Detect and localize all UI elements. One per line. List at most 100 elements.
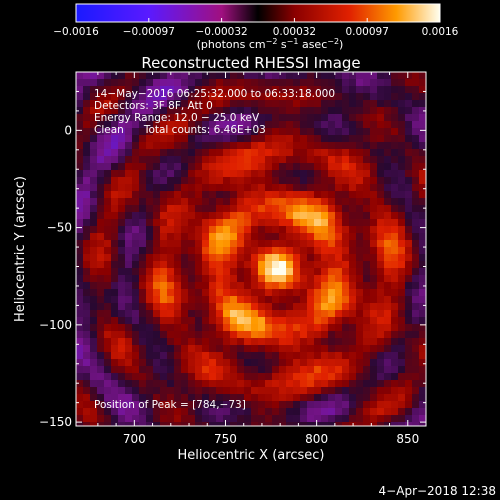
heatmap-cell <box>195 86 202 93</box>
heatmap-cell <box>195 261 202 268</box>
heatmap-cell <box>419 345 426 352</box>
heatmap-cell <box>377 219 384 226</box>
heatmap-cell <box>300 128 307 135</box>
heatmap-cell <box>118 331 125 338</box>
heatmap-cell <box>384 135 391 142</box>
heatmap-cell <box>272 268 279 275</box>
heatmap-cell <box>111 72 118 79</box>
heatmap-cell <box>349 387 356 394</box>
heatmap-cell <box>244 408 251 415</box>
heatmap-cell <box>314 135 321 142</box>
heatmap-cell <box>139 177 146 184</box>
heatmap-cell <box>335 317 342 324</box>
heatmap-cell <box>167 415 174 422</box>
heatmap-cell <box>167 156 174 163</box>
heatmap-cell <box>391 247 398 254</box>
heatmap-cell <box>111 177 118 184</box>
heatmap-cell <box>391 93 398 100</box>
heatmap-cell <box>139 275 146 282</box>
heatmap-cell <box>209 268 216 275</box>
heatmap-cell <box>251 226 258 233</box>
heatmap-cell <box>279 233 286 240</box>
heatmap-cell <box>83 135 90 142</box>
heatmap-cell <box>202 212 209 219</box>
heatmap-cell <box>118 324 125 331</box>
heatmap-cell <box>132 226 139 233</box>
heatmap-cell <box>97 121 104 128</box>
heatmap-cell <box>160 142 167 149</box>
heatmap-cell <box>223 121 230 128</box>
heatmap-cell <box>188 345 195 352</box>
heatmap-cell <box>111 93 118 100</box>
heatmap-cell <box>202 107 209 114</box>
heatmap-cell <box>391 415 398 422</box>
heatmap-cell <box>342 261 349 268</box>
heatmap-cell <box>384 380 391 387</box>
heatmap-cell <box>230 149 237 156</box>
heatmap-cell <box>314 394 321 401</box>
heatmap-cell <box>160 303 167 310</box>
heatmap-cell <box>216 282 223 289</box>
heatmap-cell <box>195 191 202 198</box>
heatmap-cell <box>83 422 90 426</box>
heatmap-cell <box>384 170 391 177</box>
heatmap-cell <box>132 184 139 191</box>
heatmap-cell <box>363 93 370 100</box>
heatmap-cell <box>76 359 83 366</box>
heatmap-cell <box>363 296 370 303</box>
heatmap-cell <box>321 177 328 184</box>
heatmap-cell <box>279 324 286 331</box>
heatmap-cell <box>230 303 237 310</box>
heatmap-cell <box>398 268 405 275</box>
heatmap-cell <box>384 212 391 219</box>
heatmap-cell <box>363 79 370 86</box>
heatmap-cell <box>223 394 230 401</box>
heatmap-cell <box>412 275 419 282</box>
heatmap-cell <box>195 72 202 79</box>
heatmap-cell <box>398 163 405 170</box>
heatmap-cell <box>174 394 181 401</box>
heatmap-cell <box>405 72 412 79</box>
heatmap-cell <box>342 156 349 163</box>
heatmap-cell <box>342 163 349 170</box>
heatmap-cell <box>202 366 209 373</box>
heatmap-cell <box>244 219 251 226</box>
heatmap-cell <box>132 345 139 352</box>
heatmap-cell <box>300 394 307 401</box>
heatmap-cell <box>153 93 160 100</box>
heatmap-cell <box>293 289 300 296</box>
heatmap-cell <box>125 303 132 310</box>
heatmap-cell <box>104 135 111 142</box>
heatmap-cell <box>384 247 391 254</box>
heatmap-cell <box>104 359 111 366</box>
heatmap-cell <box>237 289 244 296</box>
heatmap-cell <box>104 184 111 191</box>
heatmap-cell <box>391 408 398 415</box>
heatmap-cell <box>398 387 405 394</box>
heatmap-cell <box>265 156 272 163</box>
heatmap-cell <box>405 366 412 373</box>
heatmap-cell <box>370 366 377 373</box>
heatmap-cell <box>272 184 279 191</box>
heatmap-cell <box>279 282 286 289</box>
heatmap-cell <box>83 163 90 170</box>
heatmap-cell <box>272 275 279 282</box>
heatmap-cell <box>167 247 174 254</box>
heatmap-cell <box>377 296 384 303</box>
heatmap-cell <box>195 135 202 142</box>
heatmap-cell <box>356 345 363 352</box>
heatmap-cell <box>202 114 209 121</box>
heatmap-cell <box>195 387 202 394</box>
heatmap-cell <box>377 324 384 331</box>
heatmap-cell <box>202 394 209 401</box>
heatmap-cell <box>307 72 314 79</box>
heatmap-cell <box>90 268 97 275</box>
heatmap-cell <box>370 345 377 352</box>
heatmap-cell <box>349 254 356 261</box>
heatmap-cell <box>125 310 132 317</box>
heatmap-cell <box>195 247 202 254</box>
heatmap-cell <box>97 331 104 338</box>
heatmap-cell <box>188 177 195 184</box>
heatmap-cell <box>384 226 391 233</box>
heatmap-cell <box>384 338 391 345</box>
